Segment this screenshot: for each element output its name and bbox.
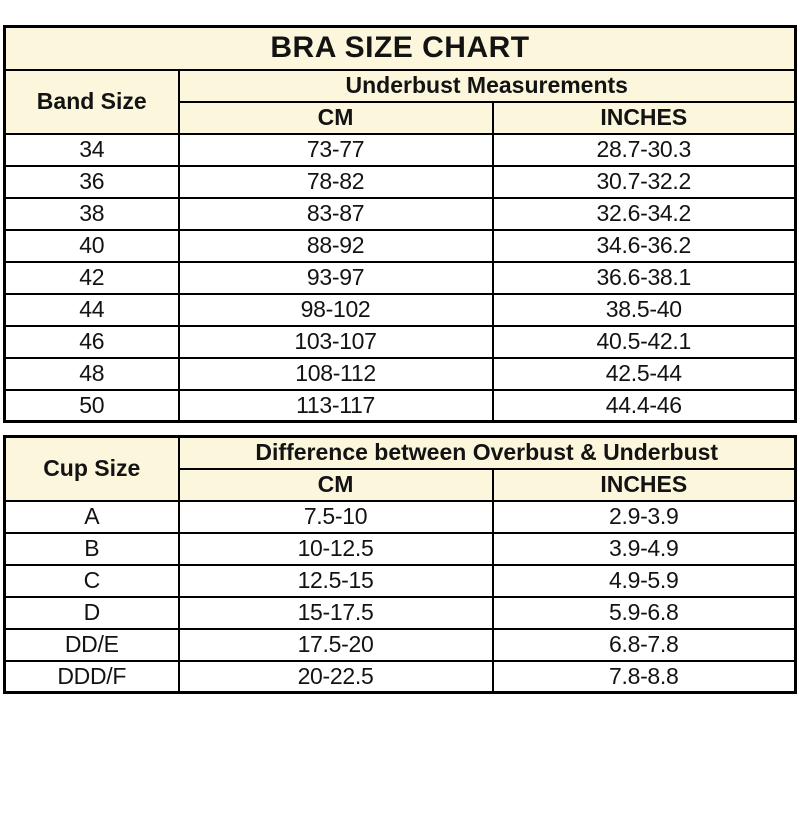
table-cell: 78-82 bbox=[177, 164, 494, 199]
table-cell: 40.5-42.1 bbox=[491, 324, 797, 359]
table-row: D 15-17.5 5.9-6.8 bbox=[3, 595, 797, 630]
table-row: 38 83-87 32.6-34.2 bbox=[3, 196, 797, 231]
table-cell: 36 bbox=[3, 164, 180, 199]
table-cell: 3.9-4.9 bbox=[491, 531, 797, 566]
table-row: 42 93-97 36.6-38.1 bbox=[3, 260, 797, 295]
band-inches-column-header: INCHES bbox=[491, 100, 797, 135]
table-row: DDD/F 20-22.5 7.8-8.8 bbox=[3, 659, 797, 694]
cup-cm-column-header: CM bbox=[177, 467, 494, 502]
table-cell: 48 bbox=[3, 356, 180, 391]
band-table-header: BRA SIZE CHART Band Size Underbust Measu… bbox=[3, 25, 797, 135]
table-cell: 88-92 bbox=[177, 228, 494, 263]
table-cell: 2.9-3.9 bbox=[491, 499, 797, 534]
table-cell: 28.7-30.3 bbox=[491, 132, 797, 167]
table-cell: 44 bbox=[3, 292, 180, 327]
table-cell: D bbox=[3, 595, 180, 630]
table-cell: 36.6-38.1 bbox=[491, 260, 797, 295]
table-cell: 93-97 bbox=[177, 260, 494, 295]
table-cell: 42.5-44 bbox=[491, 356, 797, 391]
table-row: 48 108-112 42.5-44 bbox=[3, 356, 797, 391]
table-row: 46 103-107 40.5-42.1 bbox=[3, 324, 797, 359]
cup-size-table: Cup Size Difference between Overbust & U… bbox=[3, 435, 797, 694]
overbust-difference-header: Difference between Overbust & Underbust bbox=[177, 435, 797, 470]
table-cell: C bbox=[3, 563, 180, 598]
table-cell: 34.6-36.2 bbox=[491, 228, 797, 263]
table-row: A 7.5-10 2.9-3.9 bbox=[3, 499, 797, 534]
table-cell: 108-112 bbox=[177, 356, 494, 391]
table-cell: DDD/F bbox=[3, 659, 180, 694]
cup-group-header-row: Cup Size Difference between Overbust & U… bbox=[3, 435, 797, 502]
table-cell: 34 bbox=[3, 132, 180, 167]
band-unit-header-row: CM INCHES bbox=[5, 100, 797, 135]
table-cell: 40 bbox=[3, 228, 180, 263]
table-cell: 38 bbox=[3, 196, 180, 231]
band-cm-column-header: CM bbox=[177, 100, 494, 135]
table-cell: 44.4-46 bbox=[491, 388, 797, 423]
table-cell: 15-17.5 bbox=[177, 595, 494, 630]
table-cell: B bbox=[3, 531, 180, 566]
cup-table-body: A 7.5-10 2.9-3.9 B 10-12.5 3.9-4.9 C 12.5-15 4.9… bbox=[3, 499, 797, 694]
table-row: 44 98-102 38.5-40 bbox=[3, 292, 797, 327]
table-cell: 103-107 bbox=[177, 324, 494, 359]
cup-unit-header-row: CM INCHES bbox=[5, 467, 797, 502]
table-row: C 12.5-15 4.9-5.9 bbox=[3, 563, 797, 598]
table-row: 50 113-117 44.4-46 bbox=[3, 388, 797, 423]
table-row: DD/E 17.5-20 6.8-7.8 bbox=[3, 627, 797, 662]
table-cell: 12.5-15 bbox=[177, 563, 494, 598]
table-cell: 5.9-6.8 bbox=[491, 595, 797, 630]
table-cell: DD/E bbox=[3, 627, 180, 662]
table-cell: 7.8-8.8 bbox=[491, 659, 797, 694]
table-cell: 6.8-7.8 bbox=[491, 627, 797, 662]
table-cell: 32.6-34.2 bbox=[491, 196, 797, 231]
table-cell: 38.5-40 bbox=[491, 292, 797, 327]
cup-inches-column-header: INCHES bbox=[491, 467, 797, 502]
table-cell: 30.7-32.2 bbox=[491, 164, 797, 199]
cup-size-column-header: Cup Size bbox=[3, 435, 180, 502]
table-cell: 20-22.5 bbox=[177, 659, 494, 694]
table-cell: 83-87 bbox=[177, 196, 494, 231]
table-cell: 7.5-10 bbox=[177, 499, 494, 534]
underbust-measurements-header: Underbust Measurements bbox=[177, 68, 797, 103]
table-cell: 113-117 bbox=[177, 388, 494, 423]
table-cell: 98-102 bbox=[177, 292, 494, 327]
table-cell: 50 bbox=[3, 388, 180, 423]
table-row: B 10-12.5 3.9-4.9 bbox=[3, 531, 797, 566]
table-cell: A bbox=[3, 499, 180, 534]
table-row: 40 88-92 34.6-36.2 bbox=[3, 228, 797, 263]
chart-title-row: BRA SIZE CHART bbox=[3, 25, 797, 71]
band-group-header-row: Band Size Underbust Measurements bbox=[3, 68, 797, 135]
table-cell: 46 bbox=[3, 324, 180, 359]
table-cell: 4.9-5.9 bbox=[491, 563, 797, 598]
table-cell: 17.5-20 bbox=[177, 627, 494, 662]
band-size-table: BRA SIZE CHART Band Size Underbust Measu… bbox=[3, 25, 797, 423]
table-cell: 73-77 bbox=[177, 132, 494, 167]
band-table-body: 34 73-77 28.7-30.3 36 78-82 30.7-32.2 38 83-87 3… bbox=[3, 132, 797, 423]
table-cell: 10-12.5 bbox=[177, 531, 494, 566]
chart-title: BRA SIZE CHART bbox=[3, 25, 797, 71]
table-row: 34 73-77 28.7-30.3 bbox=[3, 132, 797, 167]
table-row: 36 78-82 30.7-32.2 bbox=[3, 164, 797, 199]
band-size-column-header: Band Size bbox=[3, 68, 180, 135]
cup-table-header: Cup Size Difference between Overbust & U… bbox=[3, 435, 797, 502]
table-cell: 42 bbox=[3, 260, 180, 295]
